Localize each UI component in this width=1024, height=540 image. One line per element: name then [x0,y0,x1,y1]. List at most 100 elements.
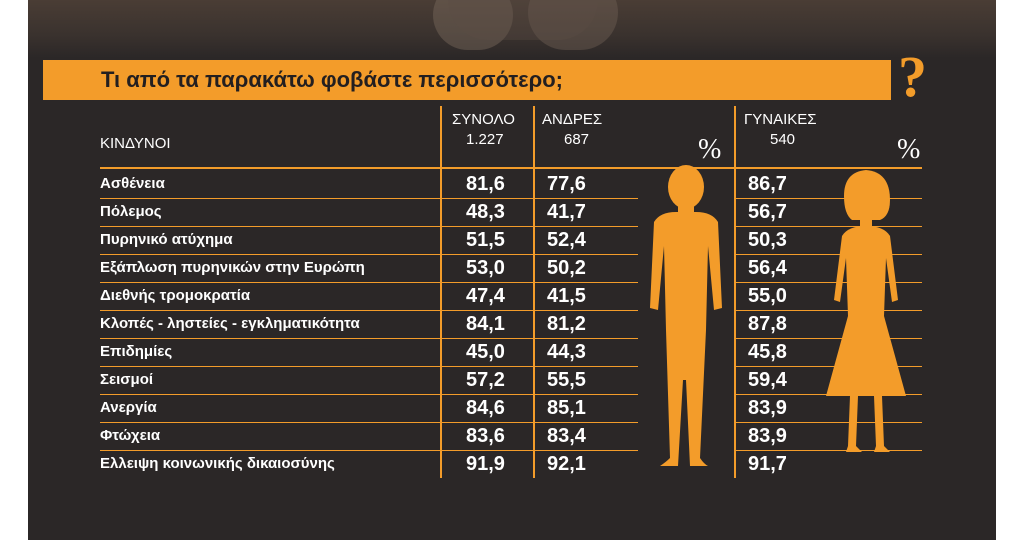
men-value: 92,1 [547,453,586,475]
column-divider [440,106,442,478]
question-mark-icon: ? [898,44,927,109]
row-label: Διεθνής τρομοκρατία [100,287,251,304]
row-divider [100,254,442,255]
row-divider [100,394,442,395]
header-photo [28,0,996,58]
photo-hand-left [433,0,513,50]
row-label: Κλοπές - ληστείες - εγκληματικότητα [100,315,360,332]
row-label: Πυρηνικό ατύχημα [100,231,233,248]
male-silhouette-icon [650,165,722,466]
total-header: ΣΥΝΟΛΟ [452,111,515,128]
row-divider [535,394,638,395]
men-value: 44,3 [547,341,586,363]
row-divider [442,310,535,311]
total-value: 47,4 [466,285,505,307]
row-divider [736,394,922,395]
infographic-panel: Τι από τα παρακάτω φοβάστε περισσότερο; … [28,0,996,540]
row-divider [736,450,922,451]
women-value: 91,7 [748,453,787,475]
men-sample-size: 687 [564,131,590,148]
total-value: 84,1 [466,313,505,335]
row-divider [100,226,442,227]
row-label: Ανεργία [100,399,157,416]
women-value: 86,7 [748,173,787,195]
row-label: Πόλεμος [100,203,162,220]
row-divider [535,422,638,423]
row-label: Εξάπλωση πυρηνικών στην Ευρώπη [100,259,365,276]
row-label: Ασθένεια [100,175,165,192]
row-divider [100,198,442,199]
total-value: 81,6 [466,173,505,195]
total-value: 84,6 [466,397,505,419]
row-divider [535,226,638,227]
men-value: 85,1 [547,397,586,419]
row-divider [535,198,638,199]
silhouettes [650,165,906,466]
row-divider [535,366,638,367]
row-divider [535,450,638,451]
men-value: 55,5 [547,369,586,391]
row-divider [442,282,535,283]
women-value: 56,7 [748,201,787,223]
women-value: 83,9 [748,397,787,419]
row-divider [100,366,442,367]
men-value: 50,2 [547,257,586,279]
men-header: ΑΝΔΡΕΣ [542,111,603,128]
title-bar: Τι από τα παρακάτω φοβάστε περισσότερο; [43,60,891,100]
women-sample-size: 540 [770,131,796,148]
row-divider [442,198,535,199]
row-divider [736,422,922,423]
total-value: 45,0 [466,341,505,363]
men-value: 41,5 [547,285,586,307]
header-divider [100,167,922,169]
row-divider [442,450,535,451]
row-divider [736,198,922,199]
row-divider [736,282,922,283]
total-value: 51,5 [466,229,505,251]
row-divider [100,338,442,339]
total-value: 83,6 [466,425,505,447]
row-divider [442,422,535,423]
category-header: ΚΙΝΔΥΝΟΙ [100,135,171,152]
total-value: 53,0 [466,257,505,279]
row-divider [736,226,922,227]
row-divider [442,338,535,339]
row-divider [535,254,638,255]
total-sample-size: 1.227 [466,131,504,148]
row-divider [736,366,922,367]
men-percent-sign: % [698,134,722,165]
row-label: Σεισμοί [100,371,154,388]
row-divider [442,226,535,227]
women-value: 45,8 [748,341,787,363]
row-divider [535,310,638,311]
photo-hand-right [528,0,618,50]
row-divider [442,254,535,255]
women-value: 55,0 [748,285,787,307]
row-label: Επιδημίες [100,343,173,360]
row-divider [100,450,442,451]
women-value: 87,8 [748,313,787,335]
column-divider [734,106,736,478]
women-percent-sign: % [897,134,921,165]
women-value: 59,4 [748,369,787,391]
men-value: 83,4 [547,425,586,447]
women-value: 83,9 [748,425,787,447]
women-header: ΓΥΝΑΙΚΕΣ [744,111,817,128]
row-divider [100,282,442,283]
column-divider [533,106,535,478]
total-value: 48,3 [466,201,505,223]
photo-shadow [448,0,598,40]
row-divider [100,422,442,423]
women-value: 56,4 [748,257,787,279]
row-divider [535,282,638,283]
row-divider [736,338,922,339]
row-label: Ελλειψη κοινωνικής δικαιοσύνης [100,455,335,472]
total-value: 57,2 [466,369,505,391]
men-value: 41,7 [547,201,586,223]
female-silhouette-icon [826,170,906,452]
row-divider [442,366,535,367]
row-divider [100,310,442,311]
row-label: Φτώχεια [100,427,161,444]
total-value: 91,9 [466,453,505,475]
chart-title: Τι από τα παρακάτω φοβάστε περισσότερο; [101,67,563,92]
